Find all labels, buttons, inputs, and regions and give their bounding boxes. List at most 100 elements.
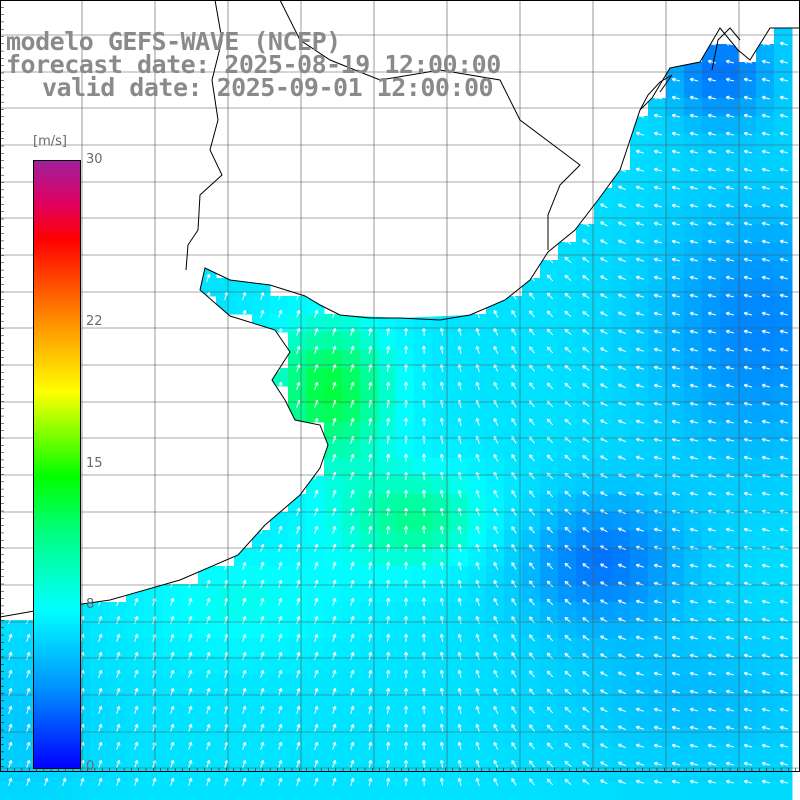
wind-arrow bbox=[653, 761, 662, 766]
wind-arrow bbox=[26, 741, 31, 750]
wind-arrow bbox=[403, 381, 409, 391]
field-cell bbox=[396, 332, 415, 351]
wind-arrow bbox=[582, 725, 590, 731]
wind-arrow bbox=[439, 345, 444, 355]
field-cell bbox=[486, 638, 505, 657]
field-cell bbox=[180, 764, 199, 783]
wind-arrow bbox=[743, 149, 752, 154]
field-cell bbox=[414, 782, 433, 800]
field-cell bbox=[666, 656, 685, 675]
wind-arrow bbox=[134, 615, 139, 624]
wind-arrow bbox=[403, 705, 409, 715]
field-cell bbox=[90, 710, 109, 729]
field-cell bbox=[558, 458, 577, 477]
wind-arrow bbox=[421, 489, 427, 499]
field-cell bbox=[216, 602, 235, 621]
field-cell bbox=[108, 656, 127, 675]
field-cell bbox=[270, 728, 289, 747]
wind-arrow bbox=[689, 95, 698, 100]
field-cell bbox=[684, 476, 703, 495]
field-cell bbox=[540, 584, 559, 603]
field-cell bbox=[126, 620, 145, 639]
wind-arrow bbox=[98, 651, 103, 660]
wind-arrow bbox=[779, 653, 788, 658]
wind-arrow bbox=[403, 327, 409, 337]
wind-arrow bbox=[671, 311, 680, 316]
field-cell bbox=[540, 422, 559, 441]
field-cell bbox=[756, 710, 775, 729]
field-cell bbox=[594, 512, 613, 531]
wind-arrow bbox=[617, 329, 626, 335]
field-cell bbox=[468, 728, 487, 747]
field-cell bbox=[306, 674, 325, 693]
field-cell bbox=[594, 548, 613, 567]
wind-arrow bbox=[439, 741, 444, 751]
field-cell bbox=[648, 170, 667, 189]
field-cell bbox=[774, 206, 793, 225]
wind-arrow bbox=[457, 597, 462, 606]
field-cell bbox=[414, 530, 433, 549]
field-cell bbox=[720, 728, 739, 747]
field-cell bbox=[774, 188, 793, 207]
wind-arrow bbox=[350, 633, 355, 642]
field-cell bbox=[738, 692, 757, 711]
field-cell bbox=[126, 710, 145, 729]
wind-arrow bbox=[439, 363, 444, 373]
field-cell bbox=[18, 710, 37, 729]
wind-arrow bbox=[368, 489, 373, 499]
wind-arrow bbox=[350, 777, 355, 786]
field-cell bbox=[594, 584, 613, 603]
field-cell bbox=[738, 170, 757, 189]
wind-arrow bbox=[779, 275, 788, 280]
field-cell bbox=[270, 548, 289, 567]
field-cell bbox=[306, 566, 325, 585]
field-cell bbox=[702, 134, 721, 153]
field-cell bbox=[540, 494, 559, 513]
wind-arrow bbox=[617, 761, 626, 767]
wind-arrow bbox=[493, 328, 499, 336]
wind-arrow bbox=[457, 723, 462, 732]
field-cell bbox=[594, 350, 613, 369]
field-cell bbox=[612, 368, 631, 387]
wind-arrow bbox=[707, 419, 716, 424]
wind-arrow bbox=[475, 723, 480, 732]
field-cell bbox=[720, 206, 739, 225]
lagoon-outlet bbox=[639, 74, 673, 111]
field-cell bbox=[252, 710, 271, 729]
wind-arrow bbox=[689, 671, 698, 676]
field-cell bbox=[468, 602, 487, 621]
field-cell bbox=[342, 602, 361, 621]
field-cell bbox=[738, 116, 757, 135]
field-cell bbox=[702, 494, 721, 513]
wind-arrow bbox=[368, 723, 373, 733]
field-cell bbox=[684, 512, 703, 531]
field-cell bbox=[144, 746, 163, 765]
wind-arrow bbox=[635, 599, 644, 604]
wind-arrow bbox=[671, 77, 680, 82]
field-cell bbox=[630, 782, 649, 800]
field-cell bbox=[702, 224, 721, 243]
wind-arrow bbox=[296, 615, 301, 624]
field-cell bbox=[360, 782, 379, 800]
field-cell bbox=[576, 458, 595, 477]
wind-arrow bbox=[314, 777, 319, 786]
field-cell bbox=[756, 566, 775, 585]
field-cell bbox=[756, 98, 775, 117]
wind-arrow bbox=[600, 419, 608, 425]
wind-arrow bbox=[653, 329, 662, 334]
wind-arrow bbox=[529, 418, 535, 426]
field-cell bbox=[756, 188, 775, 207]
wind-arrow bbox=[779, 383, 788, 388]
field-cell bbox=[738, 548, 757, 567]
wind-arrow bbox=[743, 383, 752, 388]
wind-arrow bbox=[546, 526, 554, 534]
field-cell bbox=[666, 404, 685, 423]
wind-arrow bbox=[242, 633, 247, 642]
wind-arrow bbox=[689, 383, 698, 388]
wind-arrow bbox=[368, 651, 373, 661]
field-cell bbox=[486, 494, 505, 513]
field-cell bbox=[378, 710, 397, 729]
colorbar-unit: [m/s] bbox=[33, 134, 67, 149]
wind-arrow bbox=[546, 292, 554, 300]
field-cell bbox=[432, 386, 451, 405]
